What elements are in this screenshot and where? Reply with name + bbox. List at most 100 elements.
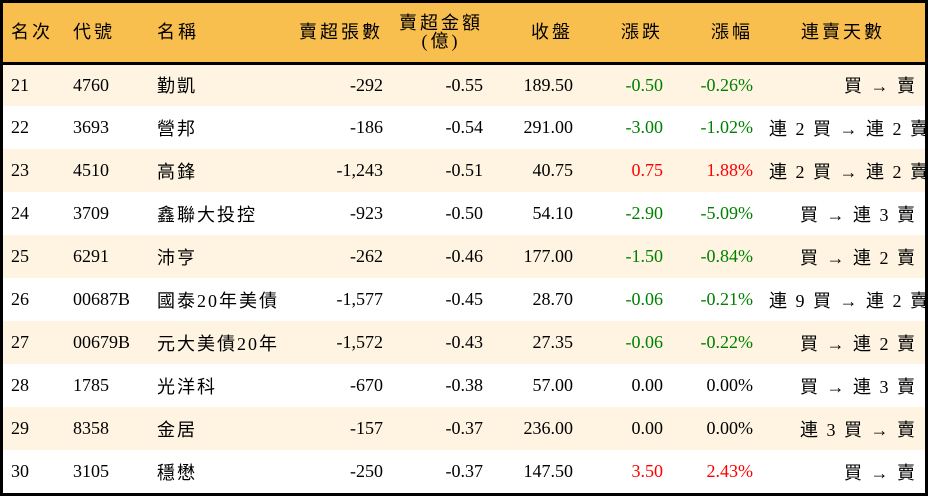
cell-change: -1.50 (625, 246, 664, 266)
table-row: 24 3709 鑫聯大投控 -923 -0.50 54.10 -2.90 -5.… (3, 192, 925, 235)
cell-rank: 28 (11, 375, 29, 395)
header-sell-shares: 賣超張數 (299, 22, 383, 43)
net-sell-ranking-table: 名次 代號 名稱 賣超張數 賣超金額 (億) 收盤 漲跌 漲幅 連賣天數 21 … (3, 3, 928, 493)
cell-change: -0.06 (625, 332, 664, 352)
cell-change: 0.00 (631, 418, 664, 438)
header-streak: 連賣天數 (801, 22, 885, 43)
cell-rank: 26 (11, 289, 29, 309)
cell-name: 光洋科 (157, 376, 217, 397)
cell-change: 3.50 (631, 461, 664, 481)
cell-rank: 22 (11, 117, 29, 137)
cell-change-pct: -0.21% (700, 289, 754, 309)
cell-change-pct: -0.84% (700, 246, 754, 266)
header-rank: 名次 (11, 22, 53, 43)
table-body: 21 4760 勤凱 -292 -0.55 189.50 -0.50 -0.26… (3, 63, 928, 493)
cell-sell-amount: -0.50 (445, 203, 484, 223)
cell-name: 高鋒 (157, 161, 197, 182)
cell-rank: 27 (11, 332, 29, 352)
cell-rank: 25 (11, 246, 29, 266)
cell-code: 3105 (73, 461, 109, 481)
cell-sell-amount: -0.37 (445, 461, 484, 481)
table-row: 22 3693 營邦 -186 -0.54 291.00 -3.00 -1.02… (3, 106, 928, 149)
cell-close: 54.10 (532, 203, 574, 223)
cell-name: 勤凱 (157, 76, 197, 97)
cell-change: 0.75 (631, 160, 664, 180)
cell-change: 0.00 (631, 375, 664, 395)
cell-sell-shares: -1,243 (336, 160, 384, 180)
cell-rank: 23 (11, 160, 29, 180)
cell-name: 穩懋 (157, 462, 197, 483)
cell-change-pct: -0.22% (700, 332, 754, 352)
cell-sell-amount: -0.43 (445, 332, 484, 352)
cell-change: -0.06 (625, 289, 664, 309)
cell-streak: 買 → 連 3 賣 (800, 376, 917, 397)
header-name: 名稱 (157, 22, 199, 43)
cell-change-pct: -0.26% (700, 74, 754, 95)
cell-rank: 24 (11, 203, 29, 223)
cell-sell-shares: -670 (350, 375, 383, 395)
table-row: 26 00687B 國泰20年美債 -1,577 -0.45 28.70 -0.… (3, 278, 928, 321)
cell-close: 27.35 (532, 332, 574, 352)
cell-close: 236.00 (523, 418, 574, 438)
header-code: 代號 (73, 22, 115, 43)
cell-name: 金居 (157, 419, 197, 440)
cell-sell-amount: -0.55 (445, 74, 484, 95)
cell-code: 3693 (73, 117, 109, 137)
cell-change-pct: 0.00% (706, 418, 754, 438)
cell-sell-shares: -1,572 (336, 332, 384, 352)
cell-close: 177.00 (523, 246, 574, 266)
cell-streak: 買 → 賣 (844, 76, 917, 97)
cell-code: 4760 (73, 74, 109, 95)
cell-sell-shares: -1,577 (336, 289, 384, 309)
table-row: 28 1785 光洋科 -670 -0.38 57.00 0.00 0.00% … (3, 364, 925, 407)
table-row: 25 6291 沛亨 -262 -0.46 177.00 -1.50 -0.84… (3, 235, 925, 278)
cell-close: 291.00 (523, 117, 574, 137)
cell-sell-amount: -0.51 (445, 160, 484, 180)
cell-sell-shares: -250 (350, 461, 383, 481)
cell-name: 國泰20年美債 (157, 290, 279, 311)
cell-name: 營邦 (157, 118, 197, 139)
cell-sell-shares: -923 (350, 203, 383, 223)
cell-change-pct: -1.02% (700, 117, 754, 137)
cell-rank: 30 (11, 461, 29, 481)
cell-change: -2.90 (625, 203, 664, 223)
cell-change-pct: 2.43% (706, 461, 754, 481)
cell-change: -0.50 (625, 74, 664, 95)
cell-name: 鑫聯大投控 (157, 204, 257, 225)
cell-change: -3.00 (625, 117, 664, 137)
cell-sell-amount: -0.37 (445, 418, 484, 438)
cell-close: 40.75 (532, 160, 574, 180)
cell-code: 00679B (73, 332, 131, 352)
cell-code: 1785 (73, 375, 109, 395)
cell-streak: 連 3 買 → 賣 (800, 419, 917, 440)
cell-streak: 買 → 賣 (844, 462, 917, 483)
cell-change-pct: -5.09% (700, 203, 754, 223)
cell-sell-amount: -0.54 (445, 117, 484, 137)
header-sell-amount: 賣超金額 (億) (391, 3, 491, 63)
cell-streak: 連 9 買 → 連 2 賣 (769, 290, 928, 311)
cell-code: 6291 (73, 246, 109, 266)
cell-name: 沛亨 (157, 247, 197, 268)
cell-sell-shares: -157 (350, 418, 383, 438)
cell-streak: 連 2 買 → 連 2 賣 (769, 161, 928, 182)
table-row: 27 00679B 元大美債20年 -1,572 -0.43 27.35 -0.… (3, 321, 925, 364)
cell-code: 4510 (73, 160, 109, 180)
cell-code: 8358 (73, 418, 109, 438)
cell-close: 189.50 (523, 74, 574, 95)
cell-close: 57.00 (532, 375, 574, 395)
cell-code: 3709 (73, 203, 109, 223)
header-sell-amount-line2: (億) (421, 31, 461, 52)
table-row: 29 8358 金居 -157 -0.37 236.00 0.00 0.00% … (3, 407, 925, 450)
cell-close: 147.50 (523, 461, 574, 481)
cell-change-pct: 0.00% (706, 375, 754, 395)
cell-sell-shares: -292 (350, 74, 383, 95)
cell-change-pct: 1.88% (706, 160, 754, 180)
header-change-pct: 漲幅 (711, 22, 753, 43)
cell-rank: 29 (11, 418, 29, 438)
cell-sell-amount: -0.45 (445, 289, 484, 309)
cell-sell-shares: -186 (350, 117, 383, 137)
header-sell-amount-line1: 賣超金額 (399, 13, 483, 34)
cell-streak: 連 2 買 → 連 2 賣 (769, 118, 928, 139)
cell-streak: 買 → 連 2 賣 (800, 247, 917, 268)
